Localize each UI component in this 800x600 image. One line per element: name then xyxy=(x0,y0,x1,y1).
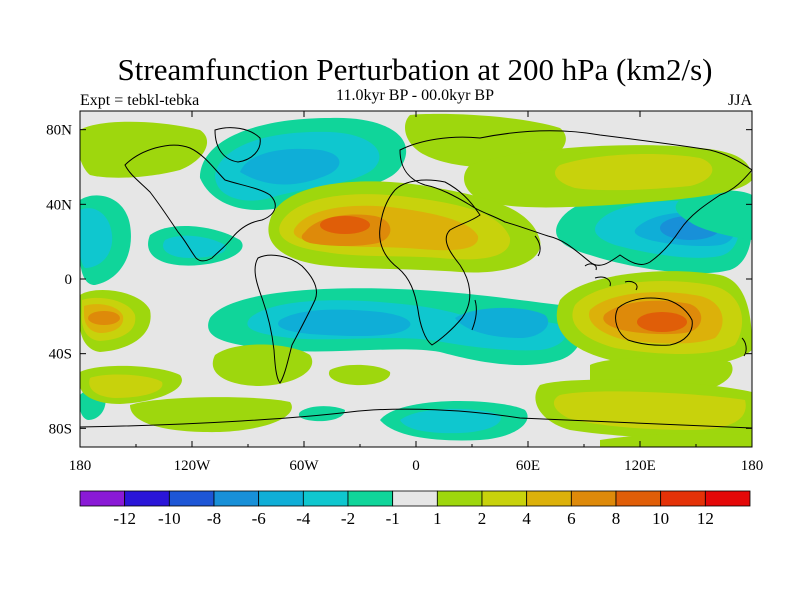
colorbar-label: -6 xyxy=(252,509,266,528)
colorbar-swatch xyxy=(660,490,706,507)
colorbar-swatch xyxy=(168,490,215,507)
colorbar-swatch xyxy=(347,490,394,507)
colorbar-swatch xyxy=(526,490,572,507)
colorbar-label: -1 xyxy=(386,509,400,528)
map-field xyxy=(80,111,752,447)
lon-tick-label: 60W xyxy=(289,458,319,474)
colorbar-swatch xyxy=(704,490,751,507)
colorbar-swatch xyxy=(213,490,260,507)
colorbar-swatch xyxy=(258,490,304,507)
colorbar-label: 4 xyxy=(522,509,531,528)
colorbar-label: 2 xyxy=(478,509,487,528)
lat-tick-label: 80N xyxy=(46,123,72,139)
period-label: 11.0kyr BP - 00.0kyr BP xyxy=(336,87,494,104)
lon-tick-label: 0 xyxy=(412,458,420,474)
lon-tick-label: 60E xyxy=(516,458,540,474)
north-america-coast xyxy=(124,144,276,262)
positive-anomalies xyxy=(80,113,752,447)
colorbar-label: 6 xyxy=(567,509,576,528)
colorbar-swatch xyxy=(392,490,438,507)
colorbar-label: -12 xyxy=(113,509,136,528)
colorbar-swatch xyxy=(79,490,126,507)
colorbar-swatch xyxy=(302,490,349,507)
colorbar-label: 8 xyxy=(612,509,621,528)
coastlines xyxy=(80,127,752,429)
south-america-coast xyxy=(254,254,317,384)
plot-title: Streamfunction Perturbation at 200 hPa (… xyxy=(117,52,713,87)
colorbar-label: -10 xyxy=(158,509,181,528)
colorbar-label: -4 xyxy=(296,509,311,528)
colorbar-swatch xyxy=(436,490,483,507)
colorbar-label: -8 xyxy=(207,509,221,528)
colorbar: -12 -10 -8 -6 -4 -2 -1 1 2 4 6 8 10 12 xyxy=(79,490,751,528)
lon-tick-label: 180 xyxy=(69,458,92,474)
colorbar-swatch xyxy=(570,490,617,507)
season-label: JJA xyxy=(727,92,752,109)
colorbar-label: -2 xyxy=(341,509,355,528)
colorbar-label: 10 xyxy=(652,509,669,528)
colorbar-swatch xyxy=(481,490,528,507)
colorbar-label: 12 xyxy=(697,509,714,528)
lon-tick-label: 120W xyxy=(174,458,212,474)
africa-coast xyxy=(379,179,481,346)
colorbar-swatch xyxy=(615,490,662,507)
eurasia-coast xyxy=(399,130,752,266)
lon-tick-label: 120E xyxy=(624,458,656,474)
lat-tick-label: 40S xyxy=(49,347,72,363)
colorbar-swatch xyxy=(124,490,170,507)
lat-tick-label: 0 xyxy=(65,272,73,288)
australia-coast xyxy=(615,297,693,346)
lat-tick-label: 80S xyxy=(49,421,72,437)
lat-tick-label: 40N xyxy=(46,197,72,213)
map-axes: 180 120W 60W 0 60E 120E 180 80N 40N 0 40S 80S xyxy=(46,111,763,474)
experiment-label: Expt = tebkl-tebka xyxy=(80,92,200,109)
lon-tick-label: 180 xyxy=(741,458,764,474)
antarctica-coast xyxy=(80,408,752,429)
colorbar-label: 1 xyxy=(433,509,442,528)
